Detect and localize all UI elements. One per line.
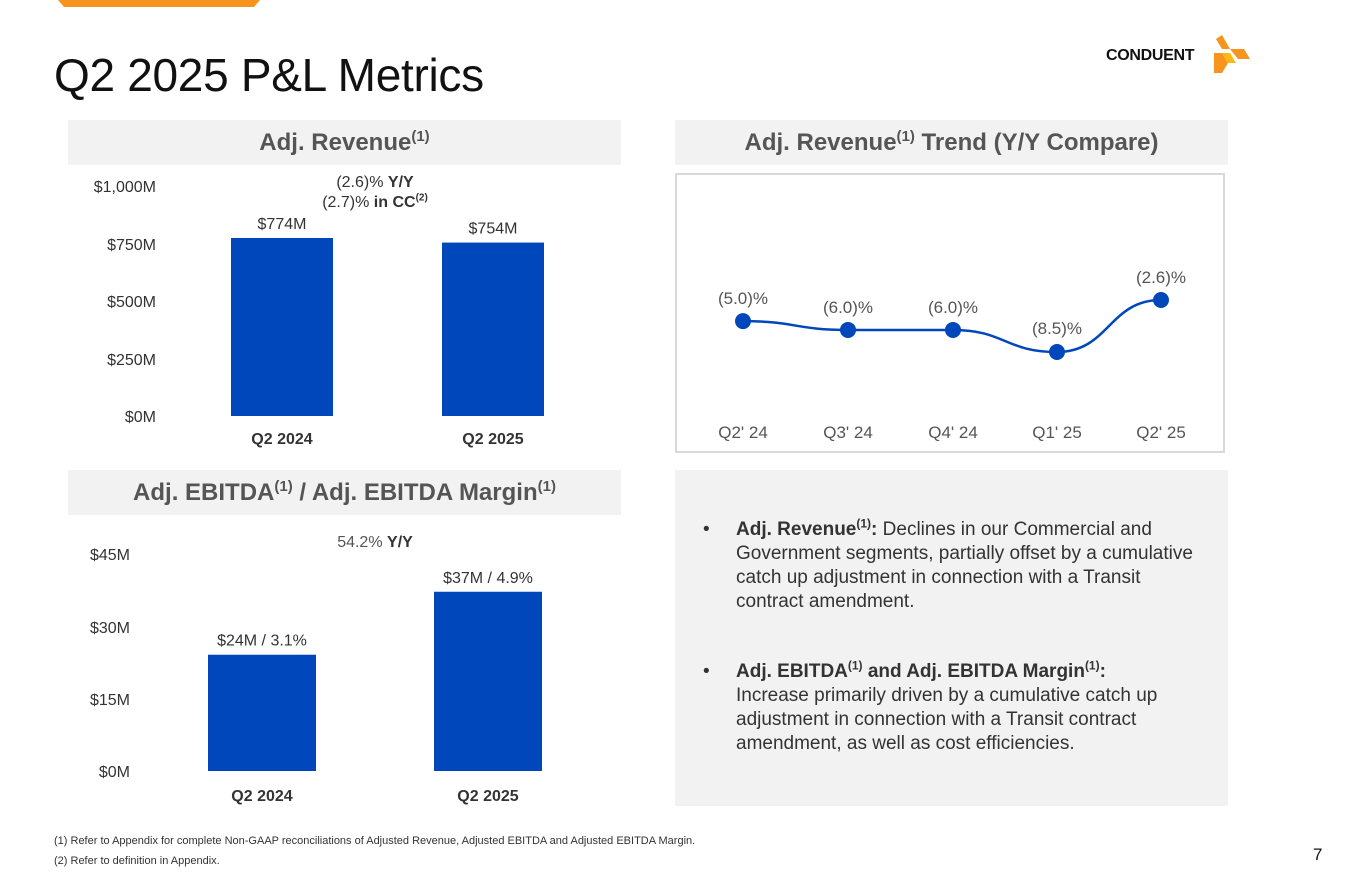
trend-panel-title: Adj. Revenue: [744, 129, 897, 156]
ebitda-ytick-label: $30M: [90, 620, 130, 637]
revenue-data-label: $754M: [469, 221, 518, 238]
revenue-category-label: Q2 2025: [462, 431, 523, 448]
ebitda-panel-title-margin: / Adj. EBITDA Margin: [292, 479, 538, 506]
revenue-yoy-label: Y/Y: [387, 174, 414, 191]
ebitda-panel-title-margin-sup: (1): [537, 478, 556, 495]
commentary-label-margin-sup: (1): [1084, 658, 1100, 673]
revenue-ytick-label: $1,000M: [94, 179, 156, 196]
revenue-ytick-label: $0M: [125, 409, 156, 426]
commentary-colon: :: [871, 519, 878, 540]
revenue-bar-q2-2024: [231, 237, 333, 416]
page-number: 7: [1313, 845, 1323, 864]
commentary-label: Adj. EBITDA: [736, 661, 848, 682]
ebitda-yoy-value: 54.2%: [337, 534, 383, 551]
commentary-label-sup: (1): [856, 516, 872, 531]
revenue-data-label: $774M: [258, 216, 307, 233]
ebitda-yoy-label: Y/Y: [387, 534, 413, 551]
commentary-label-sup: (1): [847, 658, 863, 673]
trend-point: [1049, 344, 1065, 360]
trend-point: [945, 321, 961, 338]
revenue-cc-sup: (2): [415, 192, 428, 204]
commentary-colon: :: [1099, 661, 1106, 682]
commentary-label: Adj. Revenue: [736, 519, 857, 540]
trend-category-label: Q1' 25: [1032, 423, 1082, 442]
conduent-logo-icon: [1214, 35, 1250, 73]
ebitda-ytick-label: $0M: [99, 764, 130, 781]
commentary-text: Increase primarily driven by a cumulativ…: [736, 685, 1158, 754]
ebitda-bar-q2-2024: [208, 654, 316, 771]
ebitda-panel-title-sup: (1): [274, 478, 293, 495]
revenue-panel-title-sup: (1): [411, 128, 430, 145]
ebitda-bar-chart: $45M $30M $15M $0M $24M / 3.1% $37M / 4.…: [90, 547, 542, 805]
revenue-panel-header: Adj. Revenue(1): [68, 120, 621, 165]
trend-data-label: (2.6)%: [1136, 268, 1186, 287]
revenue-cc-label: in CC: [373, 194, 416, 211]
revenue-ytick-label: $250M: [107, 352, 156, 369]
trend-data-label: (6.0)%: [928, 298, 978, 317]
ebitda-bar-q2-2025: [434, 591, 542, 771]
trend-panel-title-suffix: Trend (Y/Y Compare): [914, 129, 1159, 156]
bullet-icon: •: [703, 519, 710, 540]
revenue-bar-q2-2025: [442, 242, 544, 416]
trend-point: [840, 321, 856, 338]
ebitda-ytick-label: $45M: [90, 547, 130, 564]
revenue-yoy-note: (2.6)% Y/Y (2.7)% in CC(2): [300, 173, 450, 213]
trend-data-label: (5.0)%: [718, 289, 768, 308]
commentary-text: Declines in our Commercial and Governmen…: [736, 519, 1193, 612]
revenue-bar-chart: $1,000M $750M $500M $250M $0M $774M $754…: [94, 179, 544, 448]
ebitda-yoy-note: 54.2% Y/Y: [300, 534, 450, 552]
conduent-logo: CONDUENT: [1106, 33, 1251, 75]
trend-category-label: Q4' 24: [928, 423, 978, 442]
bullet-icon: •: [703, 661, 710, 682]
trend-category-label: Q3' 24: [823, 423, 873, 442]
ebitda-data-label: $24M / 3.1%: [217, 633, 307, 650]
commentary-item-revenue: • Adj. Revenue(1): Declines in our Commer…: [703, 518, 1203, 614]
trend-panel-header: Adj. Revenue(1) Trend (Y/Y Compare): [675, 120, 1228, 165]
page-title: Q2 2025 P&L Metrics: [54, 49, 484, 101]
ebitda-category-label: Q2 2025: [457, 788, 518, 805]
trend-data-label: (8.5)%: [1032, 319, 1082, 338]
ebitda-panel-header: Adj. EBITDA(1) / Adj. EBITDA Margin(1): [68, 470, 621, 515]
commentary-item-ebitda: • Adj. EBITDA(1) and Adj. EBITDA Margin(1…: [703, 660, 1203, 756]
trend-line-chart: (5.0)% (6.0)% (6.0)% (8.5)% (2.6)% Q2' 2…: [718, 268, 1186, 442]
revenue-ytick-label: $500M: [107, 294, 156, 311]
trend-point: [735, 313, 751, 330]
accent-bar: [58, 0, 260, 7]
trend-category-label: Q2' 24: [718, 423, 768, 442]
ebitda-panel-title: Adj. EBITDA: [133, 479, 275, 506]
footnote-2: (2) Refer to definition in Appendix.: [54, 855, 220, 867]
revenue-yoy-value: (2.6)%: [336, 174, 384, 191]
commentary-label-margin: and Adj. EBITDA Margin: [862, 661, 1085, 682]
trend-category-label: Q2' 25: [1136, 423, 1186, 442]
revenue-cc-value: (2.7)%: [322, 194, 370, 211]
ebitda-category-label: Q2 2024: [231, 788, 292, 805]
trend-point: [1153, 292, 1169, 308]
commentary-list: • Adj. Revenue(1): Declines in our Commer…: [703, 518, 1203, 781]
revenue-ytick-label: $750M: [107, 237, 156, 254]
footnote-1: (1) Refer to Appendix for complete Non-G…: [54, 835, 696, 847]
trend-chart-frame: (5.0)% (6.0)% (6.0)% (8.5)% (2.6)% Q2' 2…: [675, 173, 1225, 453]
ebitda-ytick-label: $15M: [90, 692, 130, 709]
trend-panel-title-sup: (1): [896, 128, 915, 145]
ebitda-data-label: $37M / 4.9%: [443, 570, 533, 587]
revenue-category-label: Q2 2024: [251, 431, 312, 448]
commentary-panel: • Adj. Revenue(1): Declines in our Commer…: [675, 470, 1228, 806]
trend-data-label: (6.0)%: [823, 298, 873, 317]
logo-text: CONDUENT: [1106, 47, 1195, 64]
revenue-panel-title: Adj. Revenue: [259, 129, 412, 156]
